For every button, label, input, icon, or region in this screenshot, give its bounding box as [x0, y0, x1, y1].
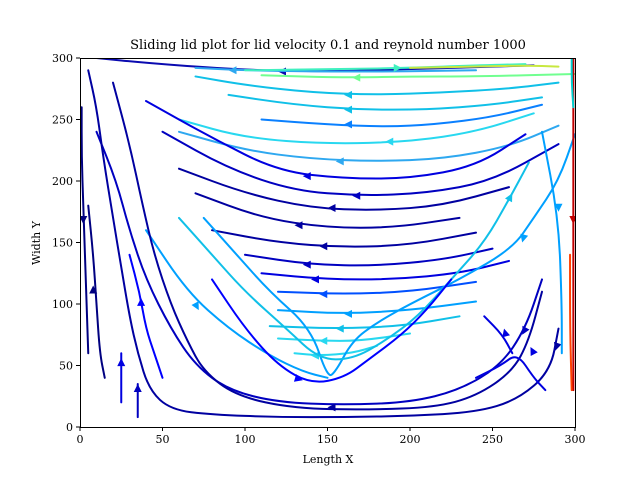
streamline-arrow-26 [327, 403, 336, 412]
x-tick-label: 200 [400, 433, 421, 446]
y-tick-label: 150 [52, 237, 73, 250]
streamline-arrow-35 [502, 328, 510, 338]
streamline-arrow-12 [327, 204, 336, 213]
streamline-35 [483, 315, 514, 355]
streamline-15 [244, 247, 494, 267]
streamline-arrow-10 [302, 172, 311, 181]
streamline-arrow-24 [504, 193, 513, 203]
streamline-arrow-9 [385, 137, 394, 146]
streamline-arrow-16 [311, 275, 319, 284]
streamline-28 [211, 278, 453, 383]
streamline-arrow-15 [302, 260, 311, 269]
y-tick-label: 250 [52, 114, 73, 127]
streamline-29 [128, 253, 164, 379]
streamline-arrow-32 [117, 358, 126, 367]
streamline-arrow-14 [319, 242, 328, 251]
streamline-38 [569, 253, 573, 392]
streamline-10 [145, 100, 527, 180]
streamline-22 [202, 133, 575, 377]
streamline-16 [260, 259, 510, 281]
streamline-39 [570, 58, 575, 109]
y-axis: 0 50 100 150 200 250 300 [52, 52, 80, 434]
streamline-9 [178, 112, 535, 145]
streamline-arrow-28 [293, 374, 303, 382]
y-tick-label: 300 [52, 52, 73, 65]
streamline-12 [178, 167, 510, 211]
streamline-31 [80, 106, 90, 355]
y-tick-label: 200 [52, 175, 73, 188]
streamline-arrow-37 [569, 216, 575, 225]
streamline-arrow-5 [344, 90, 352, 99]
streamline-arrow-8 [335, 157, 344, 166]
streamline-arrow-20 [319, 336, 328, 345]
streamline-4 [409, 64, 560, 69]
streamline-arrow-27 [553, 341, 562, 351]
streamline-7 [260, 103, 543, 128]
y-tick-label: 0 [66, 421, 73, 434]
streamline-arrow-30 [89, 285, 98, 294]
streamline-arrow-22 [520, 233, 529, 243]
streamline-36 [541, 130, 563, 355]
streamline-24 [178, 161, 530, 361]
streamline-arrow-23 [191, 301, 199, 311]
streamline-27 [87, 69, 560, 419]
streamline-14 [211, 229, 477, 248]
x-tick-label: 0 [77, 433, 84, 446]
streamline-arrow-18 [344, 309, 352, 318]
streamline-25 [95, 130, 543, 406]
plot-area [80, 58, 575, 419]
streamline-arrow-13 [294, 221, 303, 230]
y-tick-label: 100 [52, 298, 73, 311]
streamline-34 [475, 356, 547, 392]
streamline-arrow-17 [319, 290, 328, 299]
streamline-arrow-36 [554, 203, 563, 212]
streamline-5 [194, 75, 560, 96]
streamline-2 [244, 63, 527, 72]
streamline-3 [260, 72, 575, 79]
streamline-arrow-2 [393, 63, 402, 72]
x-tick-label: 100 [235, 433, 256, 446]
streamline-11 [161, 130, 560, 196]
streamline-arrow-25 [522, 325, 530, 335]
streamline-arrow-31 [80, 216, 88, 225]
streamline-arrow-11 [352, 191, 361, 200]
streamline-arrow-1 [228, 66, 237, 75]
x-tick-label: 250 [482, 433, 503, 446]
streamline-8 [178, 124, 560, 162]
x-tick-label: 50 [156, 433, 170, 446]
y-axis-label: Width Y [30, 220, 43, 265]
y-tick-label: 50 [59, 360, 73, 373]
x-tick-label: 300 [565, 433, 586, 446]
x-axis-label: Length X [303, 453, 354, 466]
streamline-arrow-19 [335, 324, 344, 333]
streamline-arrow-6 [344, 105, 352, 114]
streamline-arrow-7 [344, 120, 352, 129]
streamline-20 [277, 332, 411, 342]
x-axis: 0 50 100 150 200 250 300 [77, 427, 586, 446]
streamline-arrow-3 [352, 73, 361, 82]
streamline-26 [112, 81, 543, 411]
streamline-23 [145, 229, 329, 379]
streamline-arrow-29 [137, 297, 146, 306]
streamline-21 [293, 344, 378, 357]
streamline-19 [268, 315, 461, 329]
x-tick-label: 150 [317, 433, 338, 446]
streamline-arrow-33 [133, 383, 142, 392]
streamline-13 [194, 192, 461, 229]
streamline-arrow-34 [530, 347, 538, 356]
streamline-6 [227, 93, 543, 111]
streamline-30 [87, 204, 106, 379]
streamline-18 [277, 300, 477, 314]
chart-title: Sliding lid plot for lid velocity 0.1 an… [130, 38, 526, 53]
